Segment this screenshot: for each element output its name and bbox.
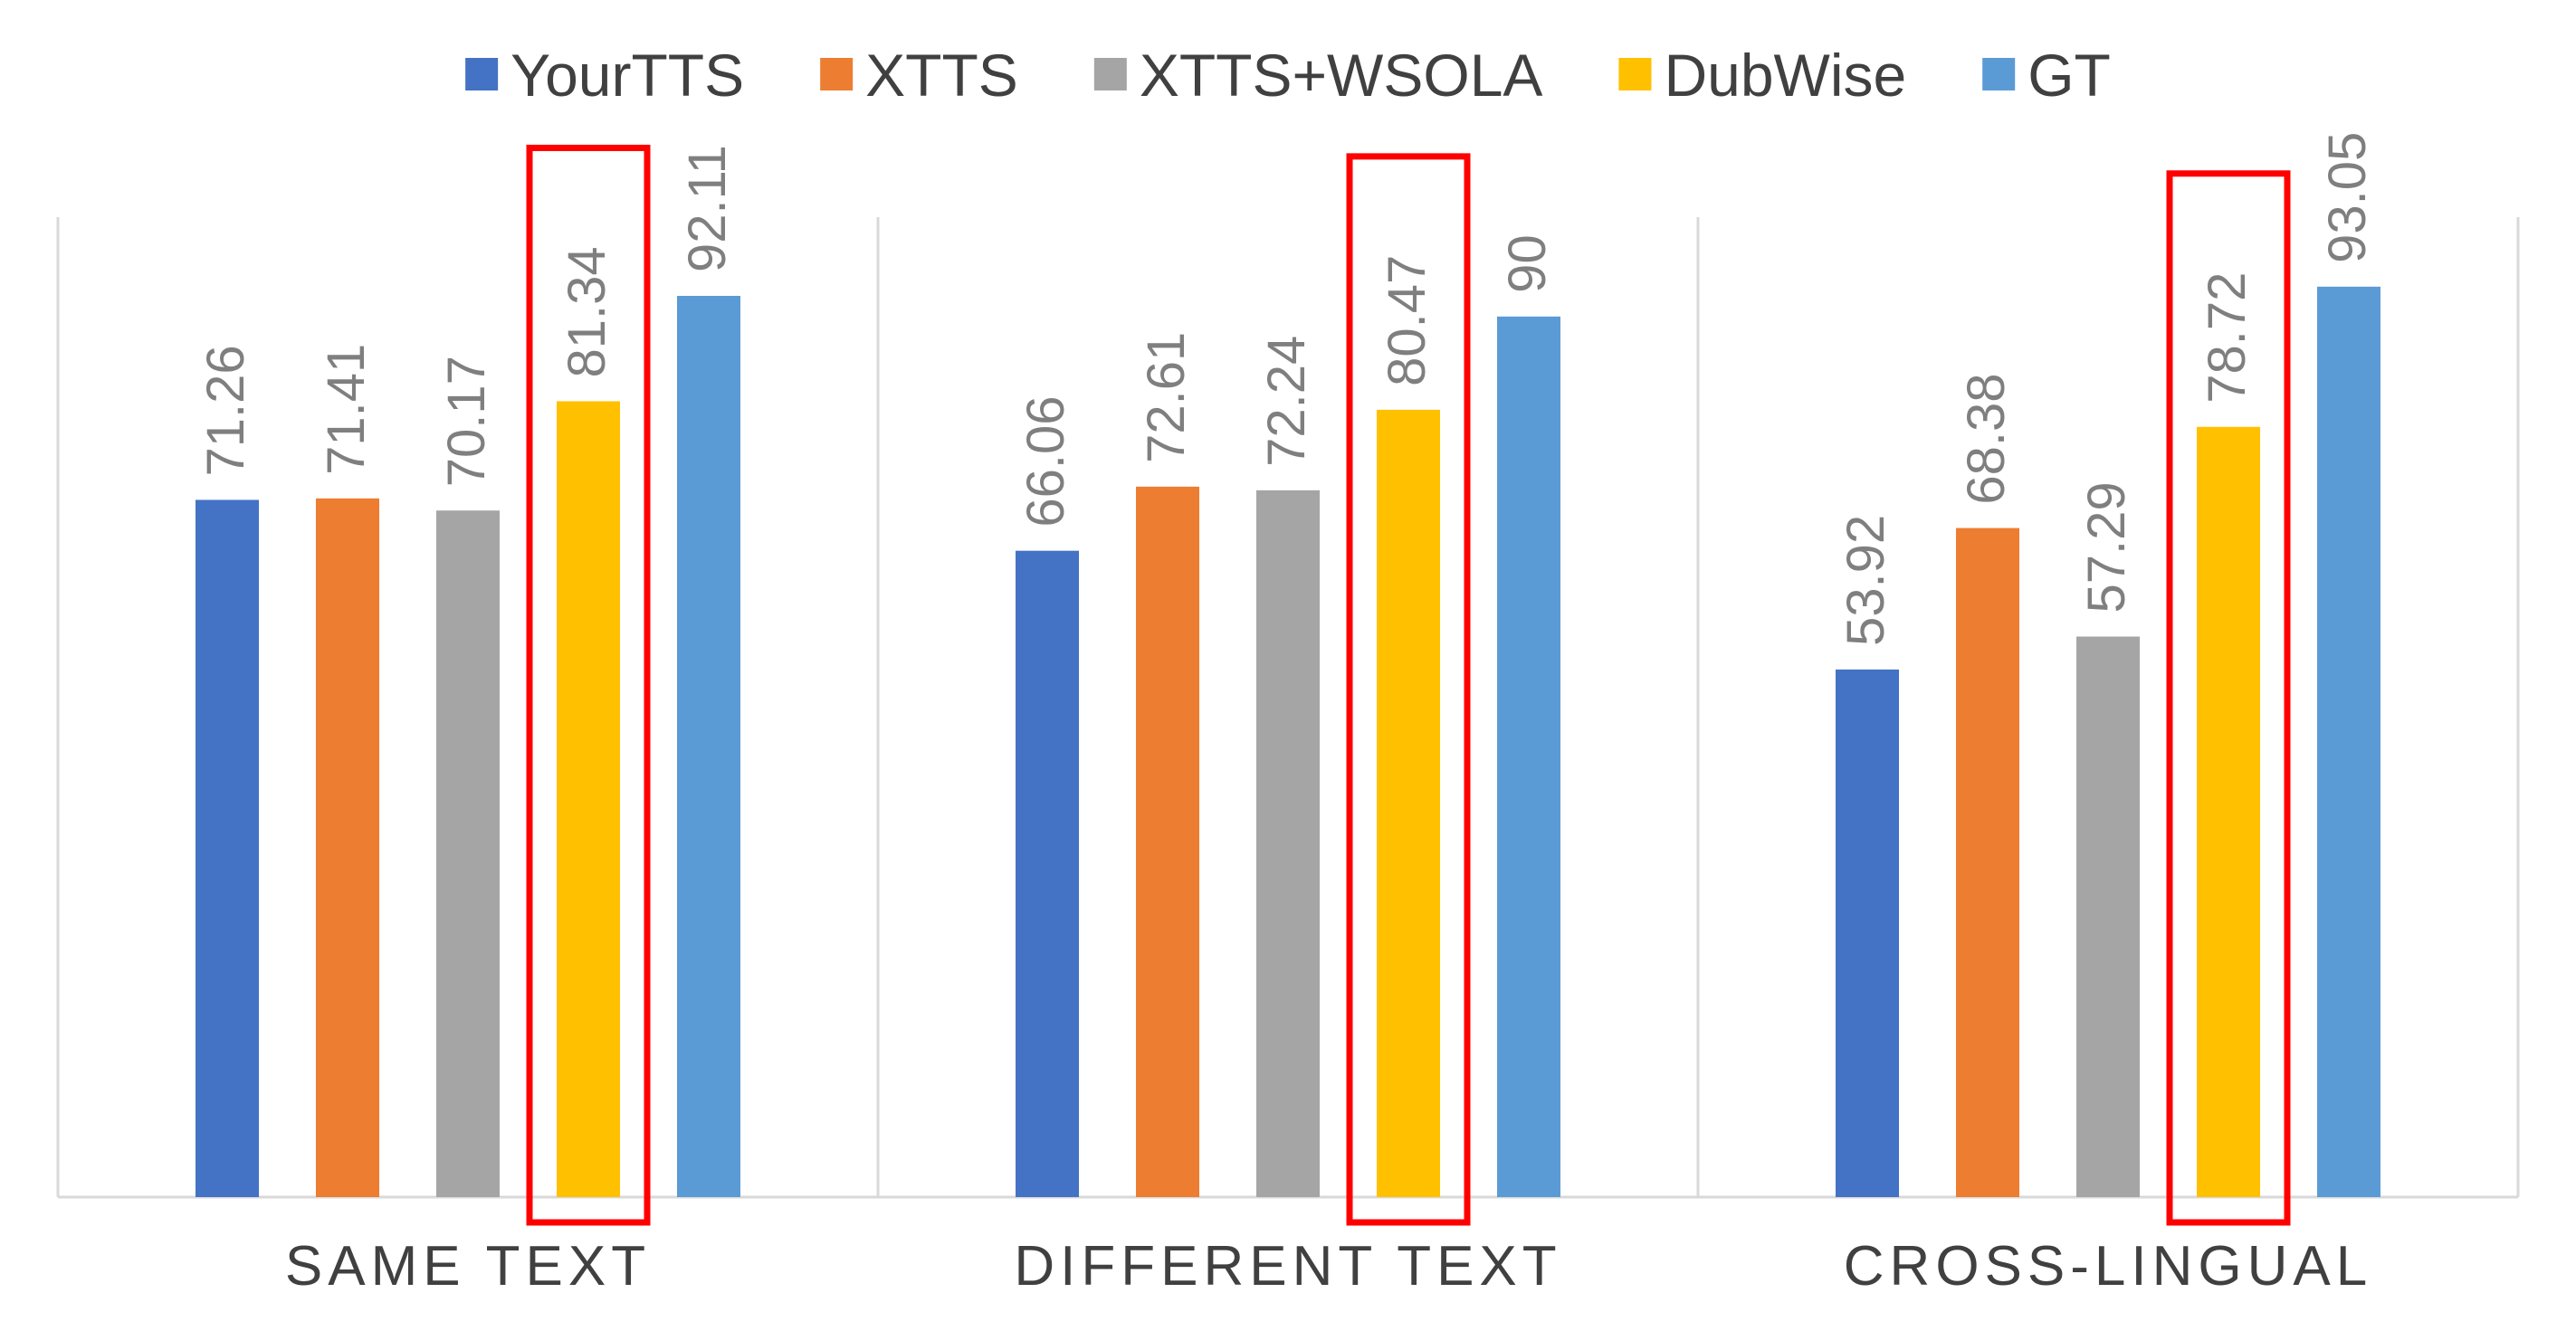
bar-dubwise-same-text [557, 401, 620, 1197]
highlight-box-dubwise-cross-lingual [2166, 170, 2291, 1226]
legend-swatch-dubwise [1618, 58, 1652, 90]
legend-label-yourtts: YourTTS [510, 42, 744, 109]
value-labels: 71.26 71.41 70.17 81.34 92.11 66.06 72.61 72.24… [196, 132, 2377, 646]
category-label-cross-lingual: CROSS-LINGUAL [1844, 1235, 2372, 1298]
legend-swatch-yourtts [465, 58, 499, 90]
value-label-dubwise-cross-lingual: 78.72 [2198, 272, 2256, 404]
legend-swatch-xtts [820, 58, 854, 90]
legend-label-gt: GT [2027, 42, 2111, 109]
legend-swatch-xtts-wsola [1093, 58, 1127, 90]
value-label-xtts-different-text: 72.61 [1137, 332, 1196, 463]
bar-gt-cross-lingual [2317, 286, 2380, 1197]
category-label-different-text: DIFFERENT TEXT [1014, 1235, 1561, 1298]
legend-label-dubwise: DubWise [1664, 42, 1906, 109]
value-label-yourtts-different-text: 66.06 [1016, 396, 1075, 528]
value-label-yourtts-cross-lingual: 53.92 [1837, 515, 1895, 646]
value-label-gt-different-text: 90 [1498, 234, 1557, 293]
value-label-gt-cross-lingual: 93.05 [2318, 132, 2377, 263]
value-label-yourtts-same-text: 71.26 [196, 345, 255, 476]
value-label-xtts-wsola-cross-lingual: 57.29 [2077, 481, 2136, 613]
bar-xtts-wsola-cross-lingual [2076, 636, 2140, 1197]
bar-xtts-wsola-same-text [436, 510, 500, 1197]
bar-gt-same-text [677, 296, 740, 1197]
value-label-xtts-wsola-same-text: 70.17 [437, 356, 496, 487]
bars [196, 286, 2380, 1197]
value-label-xtts-cross-lingual: 68.38 [1957, 373, 2016, 504]
highlight-box-dubwise-same-text [526, 144, 651, 1226]
bar-yourtts-different-text [1016, 550, 1079, 1197]
legend-swatch-gt [1982, 58, 2016, 90]
legend: YourTTS XTTS XTTS+WSOLA DubWise GT [465, 42, 2111, 109]
bar-gt-different-text [1497, 316, 1560, 1197]
value-label-dubwise-different-text: 80.47 [1378, 255, 1436, 386]
bar-dubwise-cross-lingual [2197, 426, 2260, 1197]
category-label-same-text: SAME TEXT [285, 1235, 651, 1298]
bar-xtts-same-text [316, 498, 379, 1197]
legend-label-xtts: XTTS [865, 42, 1018, 109]
bar-xtts-different-text [1136, 486, 1199, 1197]
category-labels: SAME TEXT DIFFERENT TEXT CROSS-LINGUAL [285, 1235, 2372, 1298]
bar-xtts-wsola-different-text [1256, 490, 1320, 1197]
bar-xtts-cross-lingual [1956, 528, 2019, 1197]
bar-yourtts-cross-lingual [1836, 669, 1899, 1197]
value-label-xtts-same-text: 71.41 [317, 344, 376, 475]
bar-dubwise-different-text [1377, 409, 1440, 1197]
value-label-gt-same-text: 92.11 [678, 145, 737, 272]
value-label-xtts-wsola-different-text: 72.24 [1257, 336, 1316, 467]
legend-label-xtts-wsola: XTTS+WSOLA [1140, 42, 1543, 109]
highlight-box-dubwise-different-text [1346, 153, 1471, 1226]
highlight-boxes [526, 144, 2291, 1226]
bar-yourtts-same-text [196, 499, 259, 1197]
value-label-dubwise-same-text: 81.34 [558, 246, 616, 377]
